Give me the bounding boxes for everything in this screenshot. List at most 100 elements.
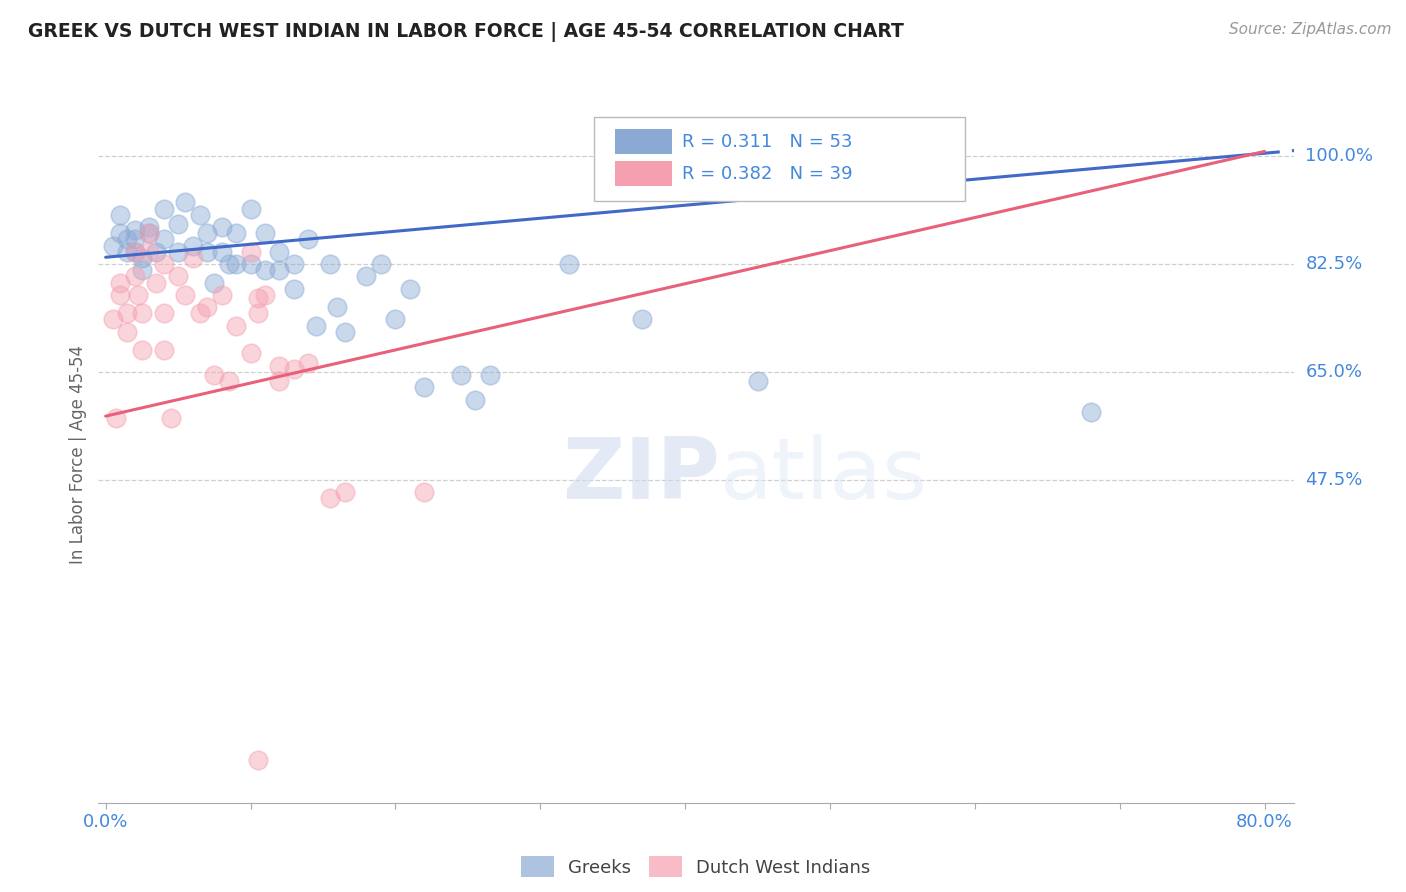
Point <box>283 282 305 296</box>
Point <box>356 269 378 284</box>
Point <box>131 306 153 320</box>
Point <box>108 208 131 222</box>
Point <box>283 257 305 271</box>
Point <box>174 288 197 302</box>
Point <box>269 244 291 259</box>
Point <box>195 300 218 314</box>
Point <box>326 300 349 314</box>
Point <box>138 244 160 259</box>
Point <box>283 361 305 376</box>
Point <box>152 257 174 271</box>
Point <box>188 208 211 222</box>
Point <box>225 318 247 333</box>
Text: 47.5%: 47.5% <box>1305 471 1362 489</box>
Point <box>319 491 342 505</box>
Point <box>450 368 472 382</box>
Point <box>131 343 153 358</box>
Point <box>160 411 183 425</box>
Point <box>253 288 276 302</box>
Point <box>305 318 328 333</box>
Point <box>167 217 190 231</box>
Text: atlas: atlas <box>720 434 928 517</box>
Point <box>399 282 422 296</box>
Point <box>218 374 240 388</box>
Text: GREEK VS DUTCH WEST INDIAN IN LABOR FORCE | AGE 45-54 CORRELATION CHART: GREEK VS DUTCH WEST INDIAN IN LABOR FORC… <box>28 22 904 42</box>
Text: 100.0%: 100.0% <box>1305 147 1374 165</box>
Point <box>117 306 139 320</box>
Bar <box>614 161 672 186</box>
Point <box>124 244 146 259</box>
Point <box>181 238 204 252</box>
Point <box>188 306 211 320</box>
Point <box>747 374 769 388</box>
Text: 82.5%: 82.5% <box>1305 255 1362 273</box>
Point <box>138 227 160 241</box>
Point <box>558 257 581 271</box>
Point <box>253 227 276 241</box>
Point <box>181 251 204 265</box>
Point <box>384 312 406 326</box>
Point <box>246 291 269 305</box>
Y-axis label: In Labor Force | Age 45-54: In Labor Force | Age 45-54 <box>69 345 87 565</box>
Point <box>246 753 269 767</box>
Legend: Greeks, Dutch West Indians: Greeks, Dutch West Indians <box>515 849 877 884</box>
Point <box>117 325 139 339</box>
Point <box>202 276 225 290</box>
Point <box>152 202 174 216</box>
Point <box>225 257 247 271</box>
Point <box>101 312 124 326</box>
Point <box>117 232 139 246</box>
Point <box>202 368 225 382</box>
Text: 65.0%: 65.0% <box>1305 363 1362 381</box>
Point <box>1080 405 1102 419</box>
Point <box>104 411 127 425</box>
Point <box>630 312 652 326</box>
Point <box>239 202 262 216</box>
Point <box>239 257 262 271</box>
Point <box>253 263 276 277</box>
Point <box>464 392 486 407</box>
Point <box>211 244 233 259</box>
Text: R = 0.382   N = 39: R = 0.382 N = 39 <box>682 165 852 183</box>
Point <box>101 238 124 252</box>
Point <box>167 269 190 284</box>
Point <box>124 244 146 259</box>
Point <box>269 263 291 277</box>
Point <box>108 288 131 302</box>
Text: R = 0.311   N = 53: R = 0.311 N = 53 <box>682 133 852 151</box>
Point <box>152 232 174 246</box>
Point <box>297 232 319 246</box>
Point <box>269 374 291 388</box>
Text: Source: ZipAtlas.com: Source: ZipAtlas.com <box>1229 22 1392 37</box>
Point <box>124 269 146 284</box>
Point <box>246 306 269 320</box>
Point <box>124 223 146 237</box>
Point <box>269 359 291 373</box>
Point <box>413 380 436 394</box>
Point <box>333 325 356 339</box>
Point <box>478 368 501 382</box>
Bar <box>614 129 672 154</box>
Point <box>131 263 153 277</box>
Point <box>138 220 160 235</box>
Point <box>239 244 262 259</box>
Point <box>127 288 149 302</box>
Point <box>218 257 240 271</box>
Point <box>152 306 174 320</box>
Point <box>370 257 392 271</box>
Point <box>174 195 197 210</box>
Point <box>108 276 131 290</box>
Point <box>413 484 436 499</box>
Point <box>108 227 131 241</box>
Point <box>131 251 153 265</box>
Point <box>145 244 167 259</box>
Point <box>195 227 218 241</box>
Point <box>145 276 167 290</box>
Point <box>225 227 247 241</box>
Point <box>152 343 174 358</box>
Text: ZIP: ZIP <box>562 434 720 517</box>
Point <box>211 288 233 302</box>
Point <box>167 244 190 259</box>
Point <box>333 484 356 499</box>
Point <box>124 232 146 246</box>
